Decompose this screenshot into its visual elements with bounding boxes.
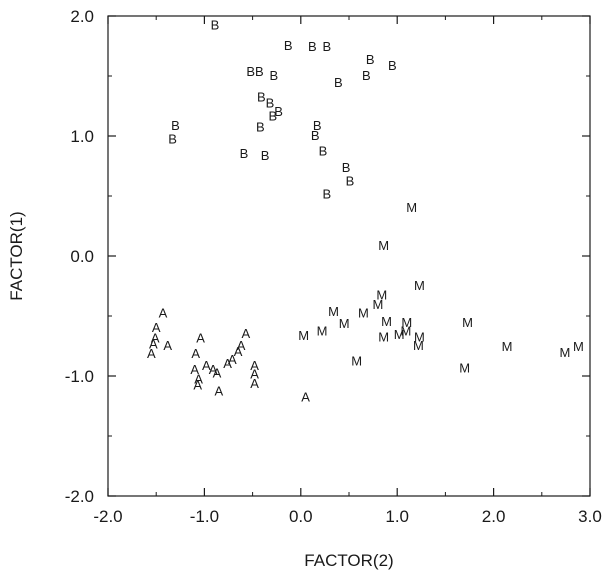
data-point-a: A [242,326,251,341]
data-point-m: M [414,329,425,344]
data-point-b: B [246,64,255,79]
data-point-a: A [196,331,205,346]
data-point-b: B [261,148,270,163]
data-point-a: A [193,377,202,392]
data-point-m: M [502,339,513,354]
data-point-m: M [381,314,392,329]
data-point-m: M [413,338,424,353]
data-point-a: A [202,358,211,373]
x-tick-label: 2.0 [482,507,506,526]
data-point-a: A [159,305,168,320]
data-point-b: B [168,131,177,146]
data-point-b: B [266,95,275,110]
y-tick-label: 2.0 [70,7,94,26]
data-point-a: A [215,383,224,398]
data-point-b: B [388,58,397,73]
x-axis-title: FACTOR(2) [304,551,393,570]
data-point-b: B [313,118,322,133]
data-point-a: A [190,362,199,377]
data-point-a: A [250,367,259,382]
data-point-a: A [228,352,237,367]
data-point-m: M [378,238,389,253]
data-point-b: B [334,75,343,90]
plot-frame [107,15,591,497]
data-point-m: M [317,323,328,338]
data-point-b: B [269,68,278,83]
data-point-b: B [366,52,375,67]
data-point-m: M [406,200,417,215]
y-tick-label: -2.0 [65,487,94,506]
data-point-b: B [269,109,278,124]
y-tick-label: 1.0 [70,127,94,146]
data-point-a: A [250,376,259,391]
x-tick-label: -1.0 [190,507,219,526]
data-point-m: M [414,278,425,293]
x-tick-label: 0.0 [289,507,313,526]
data-point-m: M [372,297,383,312]
data-point-a: A [213,365,222,380]
data-point-b: B [240,146,249,161]
data-point-m: M [394,327,405,342]
data-point-b: B [342,160,351,175]
data-point-b: B [284,38,293,53]
data-point-a: A [237,338,246,353]
data-point-b: B [322,187,331,202]
data-point-b: B [255,64,264,79]
data-point-m: M [400,323,411,338]
x-tick-label: -2.0 [93,507,122,526]
data-point-a: A [234,344,243,359]
data-point-a: A [191,346,200,361]
data-point-a: A [149,337,158,352]
data-point-m: M [401,315,412,330]
data-point-a: A [163,338,172,353]
data-point-b: B [274,104,283,119]
x-tick-label: 1.0 [385,507,409,526]
data-point-b: B [319,143,328,158]
data-point-m: M [298,328,309,343]
data-point-a: A [301,389,310,404]
data-point-m: M [328,304,339,319]
data-point-a: A [250,358,259,373]
axis-ticks [107,15,591,497]
data-point-m: M [358,305,369,320]
data-point-b: B [308,39,317,54]
data-point-b: B [311,128,320,143]
data-point-b: B [362,68,371,83]
data-point-a: A [152,320,161,335]
y-tick-label: -1.0 [65,367,94,386]
data-point-m: M [351,353,362,368]
data-point-b: B [211,17,220,32]
y-tick-label: 0.0 [70,247,94,266]
x-tick-label: 3.0 [578,507,602,526]
data-point-b: B [171,118,180,133]
y-axis-title: FACTOR(1) [7,211,26,300]
data-point-b: B [346,173,355,188]
data-point-a: A [151,331,160,346]
data-point-a: A [194,371,203,386]
data-point-m: M [339,316,350,331]
data-point-a: A [223,356,232,371]
data-point-m: M [462,315,473,330]
data-point-m: M [573,339,584,354]
data-point-m: M [376,287,387,302]
data-point-b: B [256,119,265,134]
data-point-b: B [257,89,266,104]
data-point-b: B [322,39,331,54]
data-point-a: A [209,362,218,377]
axis-tick-labels: -2.0 -1.0 0.0 1.0 2.0 3.0 -2.0 -1.0 0.0 1.0 2.0 [65,7,602,526]
data-point-a: A [147,346,156,361]
data-point-m: M [459,361,470,376]
data-point-m: M [560,345,571,360]
data-point-m: M [378,329,389,344]
